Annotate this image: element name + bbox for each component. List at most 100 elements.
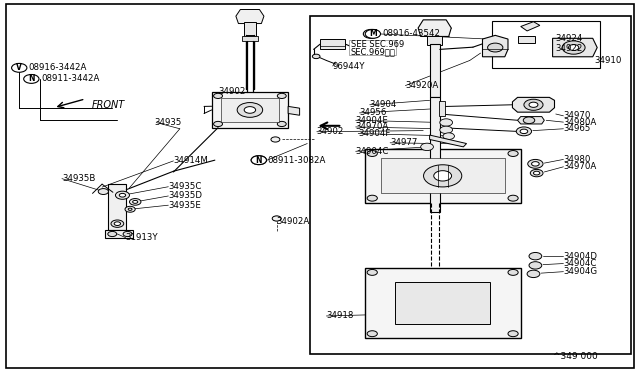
Text: ^349 000: ^349 000 bbox=[552, 352, 597, 361]
Circle shape bbox=[367, 151, 378, 157]
Text: 34935B: 34935B bbox=[62, 174, 95, 183]
Circle shape bbox=[251, 156, 266, 164]
Circle shape bbox=[562, 41, 585, 54]
Polygon shape bbox=[518, 36, 536, 43]
Polygon shape bbox=[418, 20, 451, 36]
Circle shape bbox=[531, 169, 543, 177]
Text: 34904G: 34904G bbox=[563, 267, 598, 276]
Text: 08911-3082A: 08911-3082A bbox=[267, 155, 326, 165]
Text: 34920A: 34920A bbox=[405, 81, 438, 90]
Polygon shape bbox=[552, 38, 597, 57]
Circle shape bbox=[277, 93, 286, 99]
Circle shape bbox=[214, 121, 223, 126]
Text: SEC.969参照: SEC.969参照 bbox=[351, 48, 396, 57]
Circle shape bbox=[273, 216, 280, 221]
Circle shape bbox=[516, 127, 532, 136]
Text: 34965: 34965 bbox=[563, 124, 591, 133]
Circle shape bbox=[115, 191, 129, 199]
Circle shape bbox=[534, 171, 540, 175]
Circle shape bbox=[114, 222, 120, 225]
Circle shape bbox=[312, 54, 320, 59]
Text: 34935D: 34935D bbox=[168, 192, 202, 201]
Circle shape bbox=[367, 195, 378, 201]
Circle shape bbox=[508, 269, 518, 275]
Bar bbox=[310, 16, 631, 354]
Circle shape bbox=[272, 216, 281, 221]
Circle shape bbox=[488, 43, 503, 52]
Circle shape bbox=[527, 270, 540, 278]
Circle shape bbox=[508, 195, 518, 201]
Circle shape bbox=[529, 262, 541, 269]
Circle shape bbox=[128, 208, 132, 211]
Text: 08916-3442A: 08916-3442A bbox=[28, 63, 86, 72]
Circle shape bbox=[365, 29, 381, 38]
Text: 34970A: 34970A bbox=[563, 162, 596, 171]
Circle shape bbox=[508, 151, 518, 157]
Polygon shape bbox=[108, 184, 126, 230]
Circle shape bbox=[532, 161, 540, 166]
Bar bbox=[492, 20, 600, 68]
Polygon shape bbox=[236, 10, 264, 23]
Polygon shape bbox=[521, 22, 540, 31]
Text: 34977: 34977 bbox=[390, 138, 417, 147]
Polygon shape bbox=[105, 230, 132, 238]
Bar bbox=[243, 36, 257, 41]
Text: 08916-43542: 08916-43542 bbox=[383, 29, 440, 38]
Circle shape bbox=[24, 74, 39, 83]
Text: 34970A: 34970A bbox=[356, 122, 389, 131]
Circle shape bbox=[529, 253, 541, 260]
Circle shape bbox=[237, 103, 262, 117]
Bar bbox=[427, 36, 442, 45]
Circle shape bbox=[529, 102, 538, 108]
Circle shape bbox=[443, 133, 454, 140]
Text: 34904E: 34904E bbox=[356, 116, 388, 125]
Bar bbox=[395, 282, 490, 324]
Circle shape bbox=[508, 331, 518, 337]
Text: 34956: 34956 bbox=[360, 108, 387, 118]
Circle shape bbox=[111, 220, 124, 227]
Circle shape bbox=[214, 93, 223, 99]
Text: 34924: 34924 bbox=[556, 34, 583, 43]
Text: M: M bbox=[367, 29, 375, 38]
Bar bbox=[438, 101, 445, 116]
Circle shape bbox=[420, 143, 433, 151]
Polygon shape bbox=[429, 135, 467, 147]
Circle shape bbox=[277, 121, 286, 126]
Circle shape bbox=[520, 129, 528, 134]
Circle shape bbox=[524, 117, 535, 124]
Circle shape bbox=[424, 165, 462, 187]
Circle shape bbox=[271, 137, 280, 142]
Bar bbox=[381, 158, 505, 193]
Text: 34904D: 34904D bbox=[563, 251, 597, 261]
Text: 34980: 34980 bbox=[563, 155, 591, 164]
Text: 34914M: 34914M bbox=[173, 156, 208, 166]
Text: 08911-3442A: 08911-3442A bbox=[41, 74, 99, 83]
Polygon shape bbox=[288, 106, 300, 115]
Bar bbox=[320, 39, 346, 49]
Circle shape bbox=[364, 29, 379, 38]
Text: 34902: 34902 bbox=[218, 87, 245, 96]
Text: 34902: 34902 bbox=[317, 127, 344, 136]
Text: FRONT: FRONT bbox=[92, 100, 125, 110]
Circle shape bbox=[251, 156, 266, 164]
Text: 34904C: 34904C bbox=[563, 259, 596, 268]
Circle shape bbox=[367, 269, 378, 275]
Text: 34904: 34904 bbox=[370, 100, 397, 109]
Bar bbox=[365, 149, 521, 203]
Text: 34980A: 34980A bbox=[563, 118, 596, 126]
Circle shape bbox=[244, 107, 255, 113]
Circle shape bbox=[123, 231, 132, 237]
Text: 34904C: 34904C bbox=[356, 147, 389, 156]
Text: 31913Y: 31913Y bbox=[125, 233, 158, 242]
Text: SEE SEC.969: SEE SEC.969 bbox=[351, 40, 404, 49]
Text: N: N bbox=[255, 155, 262, 165]
Polygon shape bbox=[513, 97, 554, 112]
Circle shape bbox=[440, 126, 452, 134]
Bar bbox=[349, 40, 396, 55]
Circle shape bbox=[12, 63, 27, 72]
Circle shape bbox=[99, 189, 108, 195]
Circle shape bbox=[524, 99, 543, 110]
Bar bbox=[429, 97, 440, 212]
Text: 34935E: 34935E bbox=[168, 201, 201, 210]
Text: 34918: 34918 bbox=[326, 311, 354, 320]
